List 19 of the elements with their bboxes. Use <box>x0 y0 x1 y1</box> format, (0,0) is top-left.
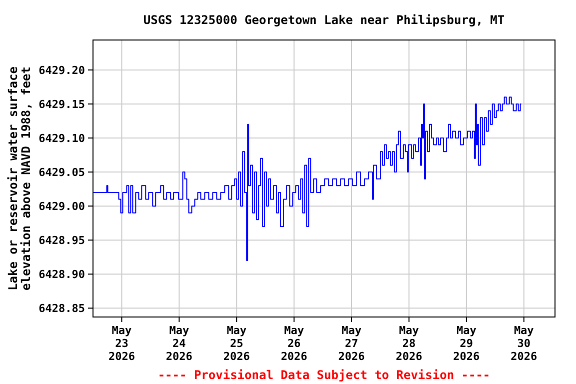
y-tick-label: 6429.20 <box>38 64 85 77</box>
y-tick-label: 6429.15 <box>38 98 85 111</box>
y-tick-label: 6428.90 <box>38 268 85 282</box>
y-tick-label: 6428.95 <box>38 234 85 248</box>
x-tick-label: May 30 2026 <box>510 324 538 363</box>
y-tick-label: 6429.05 <box>38 166 85 180</box>
text: ---- Provisional Data Subject to Revision ---- <box>158 368 490 382</box>
x-tick-label: May 29 2026 <box>453 324 480 363</box>
y-tick-label: 6429.10 <box>38 132 85 146</box>
y-tick-label: 6428.85 <box>38 302 85 316</box>
x-tick-label: May 25 2026 <box>223 324 250 363</box>
chart-title: USGS 12325000 Georgetown Lake near Philipsburg, MT <box>143 13 505 27</box>
y-axis-title: Lake or reservoir water surface elevation above NAVD 1988, feet <box>6 66 33 290</box>
x-tick-label: May 23 2026 <box>108 324 136 363</box>
x-tick-label: May 24 2026 <box>166 324 193 363</box>
x-tick-label: May 28 2026 <box>396 324 423 363</box>
x-tick-label: May 26 2026 <box>280 324 308 363</box>
y-tick-label: 6429.00 <box>38 200 85 214</box>
x-tick-label: May 27 2026 <box>338 324 366 363</box>
